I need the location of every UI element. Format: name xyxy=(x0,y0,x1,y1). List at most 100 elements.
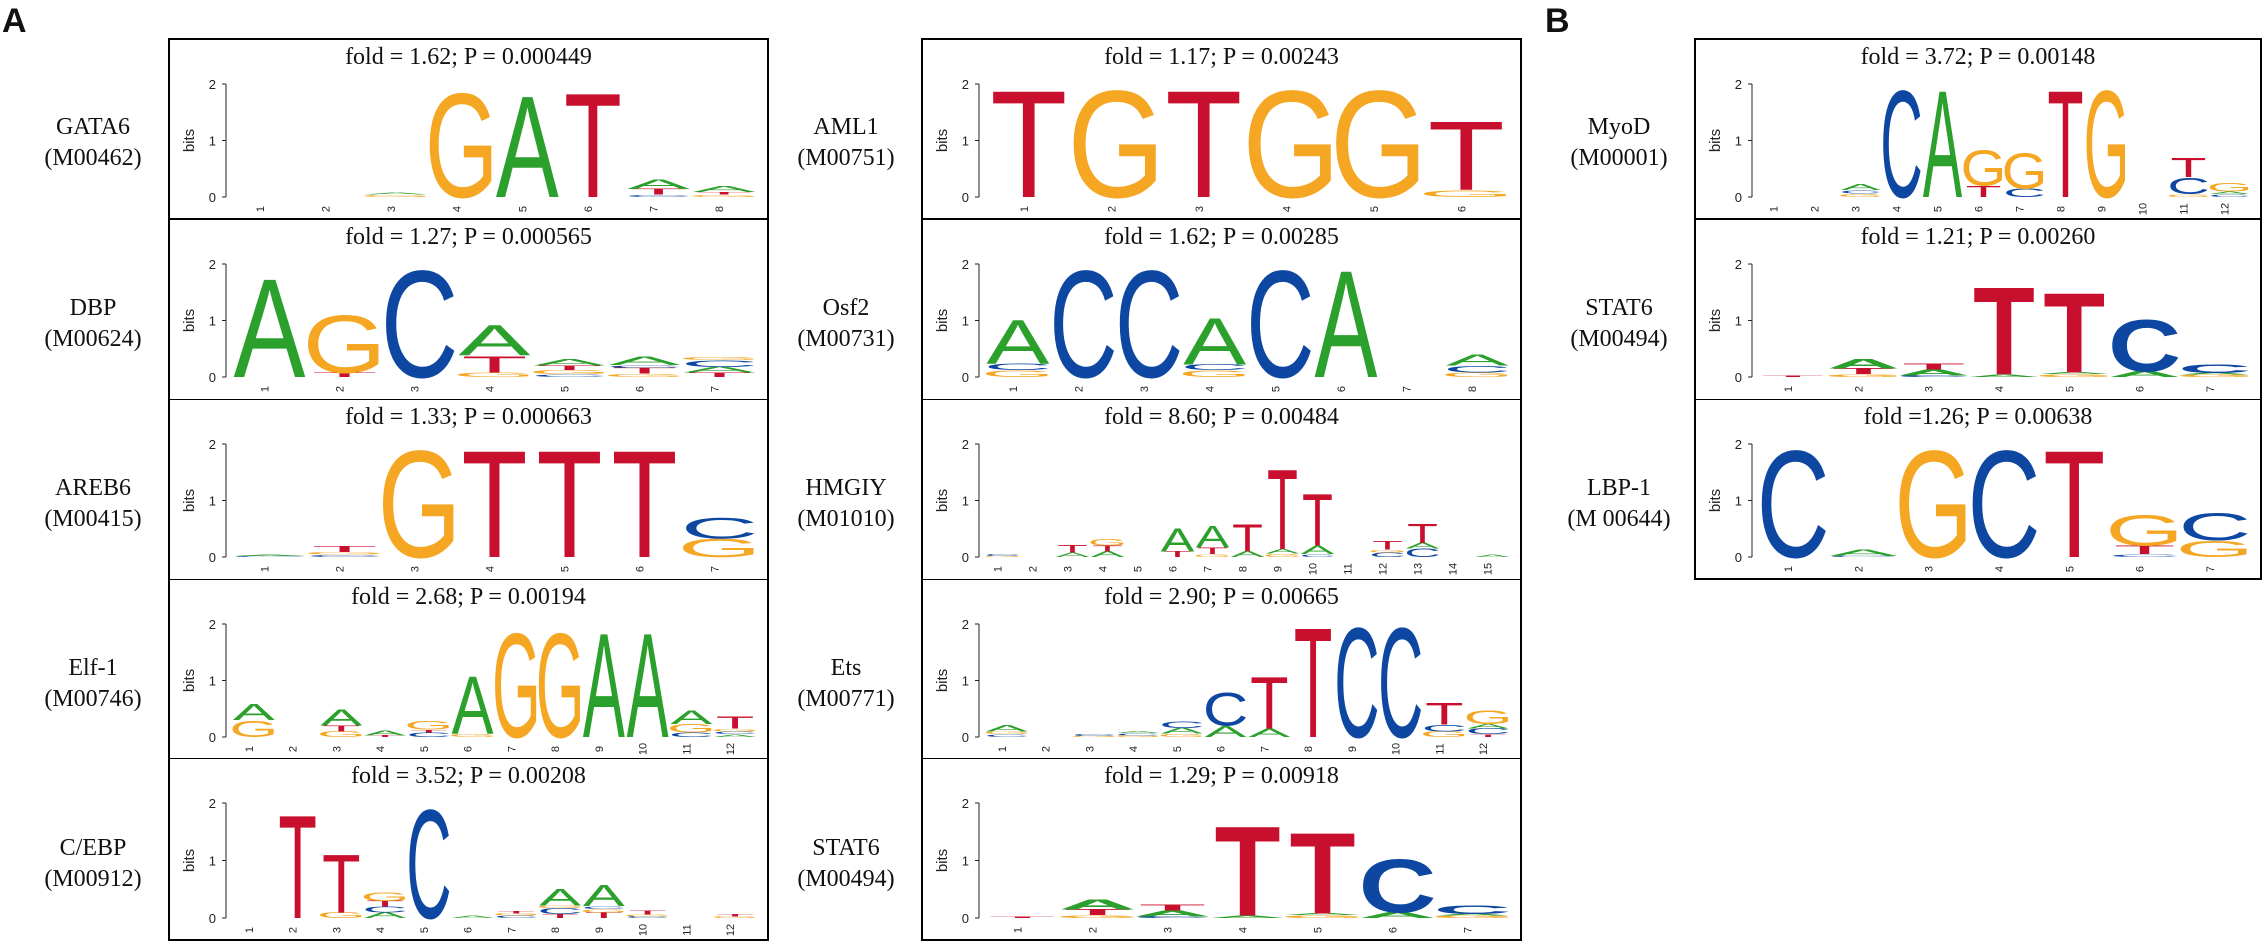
letter-A: A xyxy=(459,317,531,365)
position-number: 2 xyxy=(1073,386,1085,392)
position-number: 7 xyxy=(506,746,518,752)
letter-T: T xyxy=(312,545,378,554)
position-4-stack: GTA xyxy=(453,317,537,378)
position-number: 4 xyxy=(375,746,387,752)
position-1-stack: GCA xyxy=(981,306,1054,379)
position-6-stack: GT xyxy=(1417,102,1515,212)
letter-G: G xyxy=(711,916,760,919)
letter-A: A xyxy=(1209,915,1287,919)
letter-C: C xyxy=(1434,903,1512,916)
position-number: 6 xyxy=(2135,386,2147,392)
letter-G: G xyxy=(1838,193,1884,198)
position-number: 7 xyxy=(2205,386,2217,392)
position-number: 1 xyxy=(993,566,1005,572)
letter-T: T xyxy=(1833,367,1895,376)
position-number: 4 xyxy=(1281,206,1293,212)
position-3-stack: C xyxy=(1115,239,1183,397)
motif-label-aml1: AML1 (M00751) xyxy=(771,112,921,174)
position-12-stack: GT xyxy=(711,913,760,918)
position-6-stack: AC xyxy=(1203,683,1248,740)
position-3-stack: C xyxy=(381,239,459,397)
position-number: 1 xyxy=(1019,206,1031,212)
y-tick-label: 0 xyxy=(1735,370,1742,385)
position-8-stack: GTA xyxy=(687,185,760,198)
letter-G: G xyxy=(1440,371,1513,378)
position-number: 10 xyxy=(638,743,650,755)
letter-G: G xyxy=(2002,142,2048,199)
position-7-stack: GC xyxy=(2176,505,2255,562)
letter-T: T xyxy=(1165,58,1242,217)
letter-T: T xyxy=(612,367,678,376)
position-number: 1 xyxy=(1013,927,1025,933)
position-3-stack: CAT xyxy=(1897,363,1970,378)
position-5-stack: CTG xyxy=(404,719,453,738)
position-1-stack: T xyxy=(990,917,1056,919)
letter-G: G xyxy=(1281,914,1365,918)
position-number: 3 xyxy=(1084,746,1096,752)
y-tick-label: 1 xyxy=(1735,314,1742,329)
letter-C: C xyxy=(669,732,714,739)
motif-label-gata6: GATA6 (M00462) xyxy=(18,112,168,174)
position-1-stack: CA xyxy=(231,554,309,557)
letter-T: T xyxy=(990,917,1056,919)
letter-T: T xyxy=(2170,152,2206,183)
fold-p-value: fold = 1.62; P = 0.00285 xyxy=(1104,224,1339,250)
position-10-stack: A xyxy=(627,603,669,757)
fold-p-value: fold =1.26; P = 0.00638 xyxy=(1863,404,2093,430)
motif-name: HMGIY xyxy=(805,474,887,501)
letter-A: A xyxy=(1056,551,1090,558)
position-number: 1 xyxy=(1008,386,1020,392)
letter-G: G xyxy=(678,534,762,563)
letter-A: A xyxy=(1183,305,1247,379)
letter-C: C xyxy=(1359,844,1437,929)
sequence-logo-ets: fold = 2.90; P = 0.00665 0 1 2 bits C G A 1 2 G C 3 G… xyxy=(921,579,1522,761)
y-tick-label: 0 xyxy=(209,911,216,926)
letter-T: T xyxy=(1232,516,1263,560)
letter-C: C xyxy=(1334,597,1379,757)
letter-A: A xyxy=(693,185,756,194)
position-6-stack: T xyxy=(564,63,622,217)
y-tick-label: 2 xyxy=(209,796,216,811)
letter-C: C xyxy=(1404,546,1440,559)
position-number: 5 xyxy=(419,746,431,752)
letter-T: T xyxy=(1290,809,1356,938)
position-5-stack: T xyxy=(2043,420,2105,577)
position-number: 6 xyxy=(1388,927,1400,933)
position-number: 6 xyxy=(463,746,475,752)
letter-C: C xyxy=(2108,304,2181,387)
position-number: 7 xyxy=(2205,566,2217,572)
letter-G: G xyxy=(981,369,1054,380)
position-number: 11 xyxy=(2179,203,2191,214)
letter-A: A xyxy=(583,879,625,913)
position-5-stack: GAC xyxy=(1157,719,1206,738)
letter-G: G xyxy=(1056,914,1140,918)
letter-T: T xyxy=(1302,479,1333,562)
letter-A: A xyxy=(1968,374,2041,378)
letter-G: G xyxy=(1178,369,1251,380)
position-2-stack: TG xyxy=(303,299,387,391)
y-tick-label: 0 xyxy=(1735,550,1742,565)
motif-name: DBP xyxy=(69,294,117,321)
letter-G: G xyxy=(983,556,1022,558)
letter-T: T xyxy=(2043,270,2105,397)
position-6-stack: TG xyxy=(1961,139,2007,200)
letter-A: A xyxy=(1359,911,1437,920)
position-number: 6 xyxy=(1456,206,1468,212)
position-8-stack: AT xyxy=(1231,516,1265,560)
position-8-stack: G xyxy=(536,603,585,757)
letter-C: C xyxy=(712,731,757,735)
position-number: 3 xyxy=(331,927,343,933)
motif-accession: (M00462) xyxy=(44,144,142,171)
position-number: 8 xyxy=(550,927,562,933)
position-4-stack: GCA xyxy=(1114,730,1163,737)
y-axis-label: bits xyxy=(181,309,198,332)
letter-T: T xyxy=(1965,183,2001,200)
letter-C: C xyxy=(1134,916,1212,919)
y-tick-label: 2 xyxy=(209,257,216,272)
y-axis-label: bits xyxy=(934,489,951,512)
letter-C: C xyxy=(1839,189,1882,194)
